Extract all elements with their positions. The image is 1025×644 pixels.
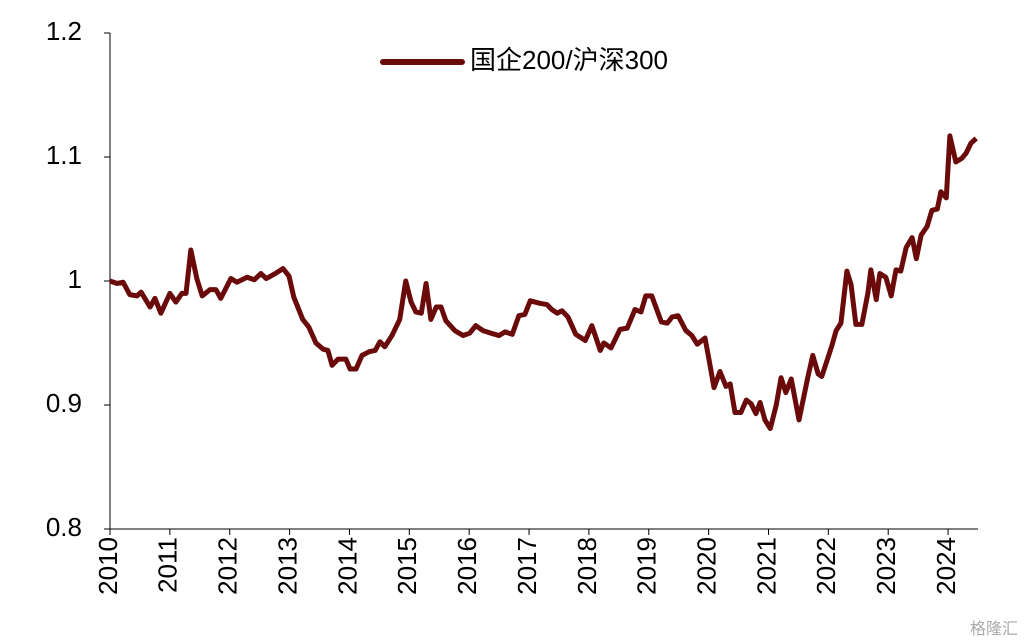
y-tick-label: 1.1	[46, 140, 82, 170]
x-tick-label: 2010	[93, 537, 123, 595]
y-tick-label: 0.8	[46, 512, 82, 542]
x-tick-label: 2017	[512, 537, 542, 595]
x-tick-label: 2015	[392, 537, 422, 595]
watermark: 格隆汇	[970, 620, 1018, 638]
series-line	[109, 133, 978, 432]
y-tick-label: 1	[68, 264, 82, 294]
x-tick-label: 2024	[931, 537, 961, 595]
x-tick-label: 2021	[751, 537, 781, 595]
x-tick-label: 2014	[332, 537, 362, 595]
x-tick-label: 2019	[632, 537, 662, 595]
x-tick-label: 2012	[213, 537, 243, 595]
x-tick-label: 2022	[811, 537, 841, 595]
x-tick-label: 2013	[272, 537, 302, 595]
legend-label: 国企200/沪深300	[470, 45, 668, 75]
x-tick-label: 2020	[691, 537, 721, 595]
x-tick-label: 2023	[871, 537, 901, 595]
y-tick-label: 1.2	[46, 16, 82, 46]
x-tick-label: 2016	[452, 537, 482, 595]
x-tick-label: 2011	[153, 537, 183, 593]
x-tick-label: 2018	[572, 537, 602, 595]
y-tick-label: 0.9	[46, 388, 82, 418]
